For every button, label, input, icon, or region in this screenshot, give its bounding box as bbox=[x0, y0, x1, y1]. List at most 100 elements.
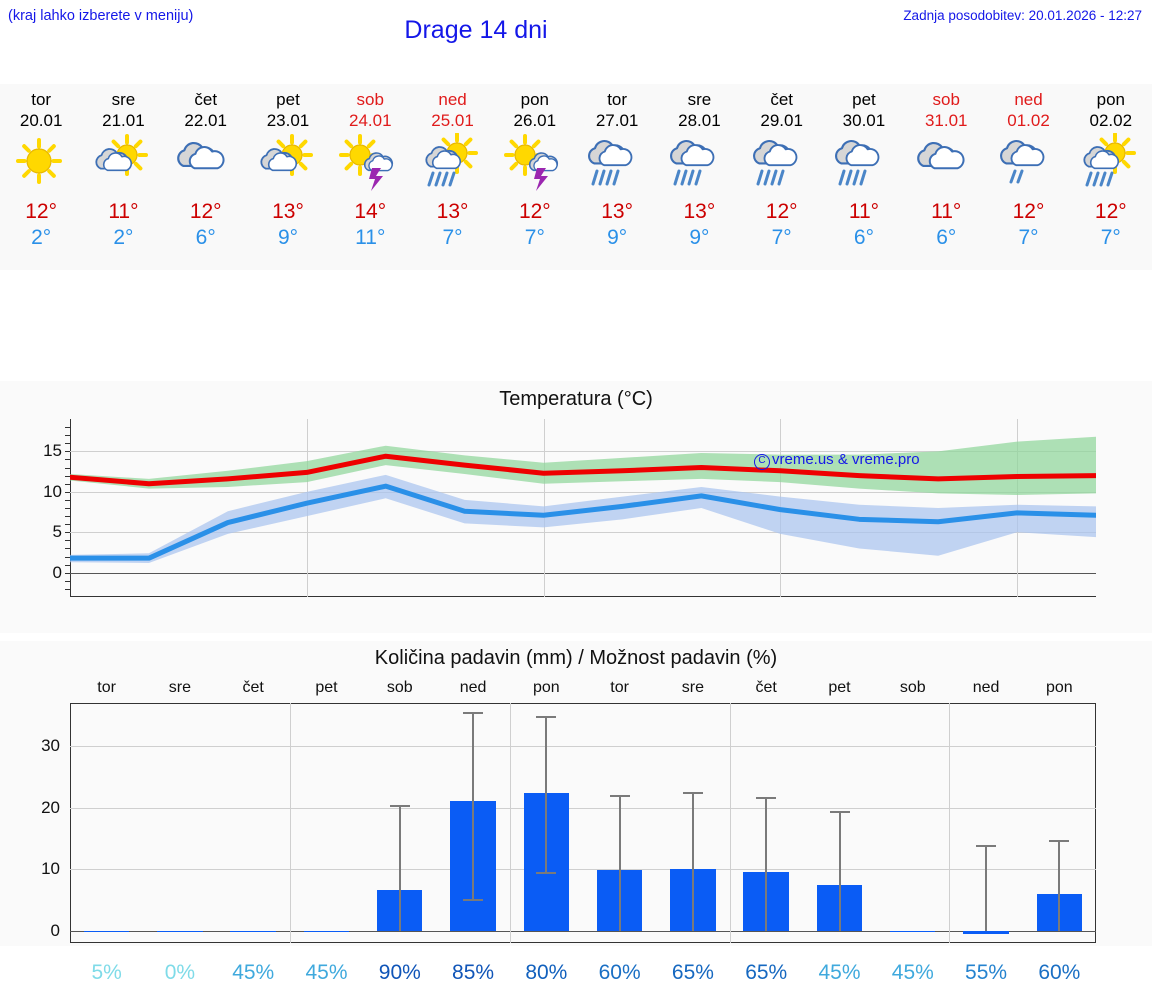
precipitation-vertical-gridline bbox=[509, 703, 511, 943]
day-min-temp: 11° bbox=[355, 226, 386, 249]
precipitation-day-label: ned bbox=[972, 679, 1000, 696]
precipitation-probability-label: 45% bbox=[232, 961, 275, 984]
temperature-axis-tick bbox=[65, 540, 70, 542]
page-header: (kraj lahko izberete v meniju) Drage 14 … bbox=[0, 0, 1152, 62]
temperature-axis-tick bbox=[65, 427, 70, 429]
day-max-temp: 14° bbox=[354, 200, 387, 223]
precipitation-error-bar bbox=[1058, 840, 1061, 931]
day-name: pon bbox=[520, 90, 550, 109]
day-min-temp: 7° bbox=[1100, 226, 1121, 249]
temperature-y-tick-label: 5 bbox=[52, 522, 62, 542]
precipitation-error-cap-top bbox=[756, 796, 777, 799]
precipitation-probability-label: 0% bbox=[164, 961, 196, 984]
day-max-temp: 12° bbox=[1012, 200, 1045, 223]
precipitation-bar[interactable] bbox=[963, 930, 1009, 935]
precipitation-error-bar bbox=[691, 791, 694, 931]
precipitation-day-label: tor bbox=[610, 679, 629, 696]
forecast-day-column[interactable]: tor 27.01 13° 9° bbox=[576, 84, 658, 270]
precipitation-bar[interactable] bbox=[303, 930, 350, 933]
precipitation-bar[interactable] bbox=[83, 930, 130, 933]
precipitation-y-tick-label: 10 bbox=[41, 859, 60, 879]
precipitation-probability-label: 55% bbox=[965, 961, 1008, 984]
temperature-y-tick-label: 0 bbox=[52, 562, 62, 582]
precipitation-day-label: čet bbox=[242, 679, 264, 696]
sun-cloud-rain-icon bbox=[1075, 133, 1147, 191]
precipitation-day-label: čet bbox=[755, 679, 777, 696]
day-max-temp: 13° bbox=[601, 200, 633, 223]
sun-cloud-icon bbox=[252, 133, 324, 191]
day-date: 26.01 bbox=[513, 111, 557, 130]
precipitation-error-cap-top bbox=[1049, 840, 1070, 843]
day-date: 31.01 bbox=[924, 111, 968, 130]
precipitation-error-cap-top bbox=[536, 715, 557, 718]
watermark-text: vreme.us & vreme.pro bbox=[772, 451, 920, 468]
temperature-y-tick-label: 10 bbox=[43, 481, 62, 501]
temperature-axis-tick bbox=[65, 564, 70, 566]
day-name: sob bbox=[932, 90, 960, 109]
forecast-day-column[interactable]: čet 22.01 12° 6° bbox=[165, 84, 247, 270]
precipitation-error-bar bbox=[985, 844, 988, 931]
precipitation-bar[interactable] bbox=[890, 930, 936, 933]
forecast-day-column[interactable]: sre 21.01 11° 2° bbox=[82, 84, 164, 270]
day-max-temp: 12° bbox=[765, 200, 798, 223]
temperature-plot-frame bbox=[70, 419, 1096, 597]
day-min-temp: 9° bbox=[277, 226, 299, 249]
sun-cloud-thunder-icon bbox=[334, 133, 406, 191]
day-max-temp: 13° bbox=[436, 200, 469, 223]
precipitation-day-label: pet bbox=[828, 679, 851, 696]
day-date: 20.01 bbox=[19, 111, 63, 130]
forecast-day-column[interactable]: čet 29.01 12° 7° bbox=[741, 84, 823, 270]
sun-cloud-rain-icon bbox=[417, 133, 489, 191]
day-max-temp: 11° bbox=[931, 200, 962, 223]
forecast-day-column[interactable]: pet 30.01 11° 6° bbox=[823, 84, 905, 270]
day-name: pet bbox=[276, 90, 300, 109]
day-max-temp: 11° bbox=[108, 200, 139, 223]
forecast-day-column[interactable]: pon 26.01 12° 7° bbox=[494, 84, 576, 270]
temperature-series-line bbox=[70, 483, 1096, 561]
day-name: čet bbox=[194, 90, 218, 109]
day-name: sre bbox=[687, 90, 712, 109]
precipitation-probability-label: 60% bbox=[1038, 961, 1081, 984]
temperature-plot: 0 5 10 15 bbox=[43, 419, 1096, 597]
day-date: 02.02 bbox=[1089, 111, 1133, 130]
day-max-temp: 13° bbox=[272, 200, 304, 223]
precipitation-chart-panel: Količina padavin (mm) / Možnost padavin … bbox=[0, 641, 1152, 984]
precipitation-probability-label: 85% bbox=[452, 961, 495, 984]
precipitation-gridline bbox=[70, 869, 1096, 871]
forecast-day-column[interactable]: ned 25.01 13° 7° bbox=[411, 84, 493, 270]
precipitation-bar[interactable] bbox=[230, 930, 276, 933]
last-updated-text: Zadnja posodobitev: 20.01.2026 - 12:27 bbox=[903, 8, 1142, 23]
forecast-day-column[interactable]: ned 01.02 12° 7° bbox=[987, 84, 1069, 270]
day-max-temp: 11° bbox=[848, 200, 880, 223]
forecast-day-column[interactable]: sre 28.01 13° 9° bbox=[658, 84, 740, 270]
temperature-axis-tick bbox=[65, 483, 70, 485]
temperature-axis-tick bbox=[65, 572, 70, 574]
day-max-temp: 12° bbox=[25, 200, 58, 223]
forecast-day-column[interactable]: tor 20.01 12° 2° bbox=[0, 84, 82, 270]
precipitation-plot: 0 10 20 30 bbox=[41, 703, 1096, 943]
sun-cloud-icon bbox=[87, 133, 159, 191]
day-date: 28.01 bbox=[678, 111, 721, 130]
precipitation-y-tick-label: 30 bbox=[41, 736, 60, 756]
precipitation-probability-label: 65% bbox=[671, 961, 714, 984]
temperature-y-tick-label: 15 bbox=[43, 441, 62, 461]
day-min-temp: 9° bbox=[689, 226, 710, 249]
forecast-day-column[interactable]: sob 31.01 11° 6° bbox=[905, 84, 987, 270]
forecast-day-column[interactable]: sob 24.01 14° 11° bbox=[329, 84, 411, 270]
precipitation-error-cap-top bbox=[389, 805, 410, 808]
forecast-day-column[interactable]: pon 02.02 12° 7° bbox=[1070, 84, 1152, 270]
temperature-axis-tick bbox=[65, 491, 70, 493]
cloud-rain-icon bbox=[581, 133, 653, 191]
cloud-rain-icon bbox=[746, 133, 818, 191]
day-date: 24.01 bbox=[348, 111, 392, 130]
precipitation-bar[interactable] bbox=[157, 930, 203, 933]
cloud-icon bbox=[910, 133, 982, 191]
forecast-day-column[interactable]: pet 23.01 13° 9° bbox=[247, 84, 329, 270]
precipitation-error-cap-top bbox=[976, 844, 997, 847]
precipitation-error-bar bbox=[398, 805, 401, 931]
precipitation-error-cap-top bbox=[682, 791, 703, 794]
day-date: 23.01 bbox=[266, 111, 310, 130]
precipitation-plot-frame bbox=[70, 703, 1096, 943]
precipitation-probability-label: 90% bbox=[378, 961, 421, 984]
